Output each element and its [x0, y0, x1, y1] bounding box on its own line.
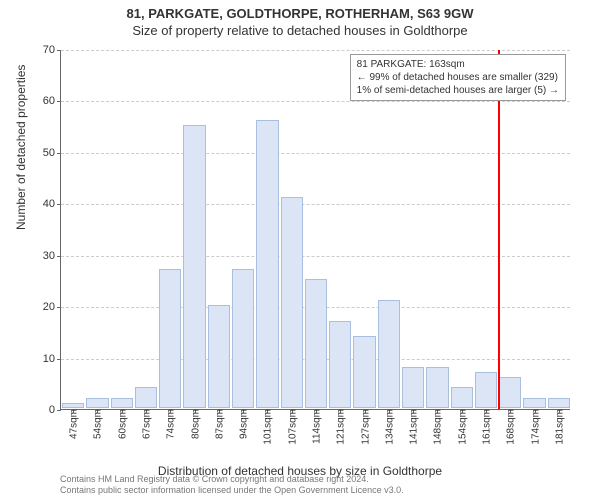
x-tick-label: 87sqm	[212, 409, 225, 439]
histogram-bar	[451, 387, 473, 408]
x-tick-label: 60sqm	[115, 409, 128, 439]
y-tick-label: 50	[43, 147, 61, 159]
histogram-bar	[208, 305, 230, 408]
x-tick-label: 148sqm	[431, 409, 444, 445]
histogram-bar	[523, 398, 545, 408]
y-tick-label: 0	[49, 404, 61, 416]
grid-line	[61, 153, 570, 154]
histogram-bar	[499, 377, 521, 408]
y-tick-label: 70	[43, 44, 61, 56]
x-tick-label: 181sqm	[552, 409, 565, 445]
x-tick-label: 114sqm	[310, 409, 323, 444]
grid-line	[61, 204, 570, 205]
histogram-bar	[353, 336, 375, 408]
legend-line-3: 1% of semi-detached houses are larger (5…	[357, 84, 559, 97]
histogram-bar	[475, 372, 497, 408]
x-tick-label: 161sqm	[480, 409, 493, 445]
attribution-text: Contains HM Land Registry data © Crown c…	[60, 474, 404, 496]
y-axis-label: Number of detached properties	[14, 65, 28, 230]
x-tick-label: 74sqm	[164, 409, 177, 439]
y-tick-label: 10	[43, 353, 61, 365]
histogram-bar	[62, 403, 84, 408]
histogram-bar	[378, 300, 400, 408]
x-tick-label: 168sqm	[504, 409, 517, 445]
legend-line-2: ← 99% of detached houses are smaller (32…	[357, 71, 559, 84]
chart-title-sub: Size of property relative to detached ho…	[0, 21, 600, 38]
grid-line	[61, 256, 570, 257]
histogram-bar	[329, 321, 351, 408]
x-tick-label: 121sqm	[334, 409, 347, 445]
x-tick-label: 154sqm	[455, 409, 468, 445]
x-tick-label: 107sqm	[285, 409, 298, 445]
x-tick-label: 94sqm	[237, 409, 250, 439]
x-tick-label: 67sqm	[140, 409, 153, 439]
reference-line	[498, 50, 500, 409]
grid-line	[61, 50, 570, 51]
x-tick-label: 174sqm	[528, 409, 541, 445]
attribution-line-1: Contains HM Land Registry data © Crown c…	[60, 474, 404, 485]
x-tick-label: 127sqm	[358, 409, 371, 445]
y-tick-label: 30	[43, 250, 61, 262]
x-tick-label: 141sqm	[407, 409, 420, 445]
x-tick-label: 101sqm	[261, 409, 274, 445]
chart-container: 81, PARKGATE, GOLDTHORPE, ROTHERHAM, S63…	[0, 0, 600, 500]
y-tick-label: 20	[43, 301, 61, 313]
histogram-bar	[256, 120, 278, 408]
legend-box: 81 PARKGATE: 163sqm ← 99% of detached ho…	[350, 54, 566, 101]
x-tick-label: 80sqm	[188, 409, 201, 439]
plot-region: 01020304050607047sqm54sqm60sqm67sqm74sqm…	[60, 50, 570, 410]
chart-plot-area: 01020304050607047sqm54sqm60sqm67sqm74sqm…	[60, 50, 570, 410]
x-tick-label: 134sqm	[382, 409, 395, 445]
attribution-line-2: Contains public sector information licen…	[60, 485, 404, 496]
histogram-bar	[111, 398, 133, 408]
histogram-bar	[305, 279, 327, 408]
histogram-bar	[402, 367, 424, 408]
histogram-bar	[426, 367, 448, 408]
histogram-bar	[86, 398, 108, 408]
histogram-bar	[281, 197, 303, 408]
histogram-bar	[183, 125, 205, 408]
x-tick-label: 54sqm	[91, 409, 104, 439]
histogram-bar	[548, 398, 570, 408]
y-tick-label: 60	[43, 95, 61, 107]
histogram-bar	[232, 269, 254, 408]
x-tick-label: 47sqm	[67, 409, 80, 439]
histogram-bar	[135, 387, 157, 408]
y-tick-label: 40	[43, 198, 61, 210]
chart-title-main: 81, PARKGATE, GOLDTHORPE, ROTHERHAM, S63…	[0, 0, 600, 21]
histogram-bar	[159, 269, 181, 408]
legend-line-1: 81 PARKGATE: 163sqm	[357, 58, 559, 71]
grid-line	[61, 101, 570, 102]
